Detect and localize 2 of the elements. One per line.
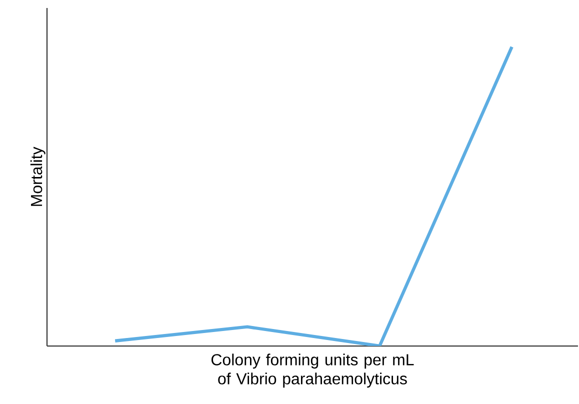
y-axis-title: Mortality [30, 146, 46, 206]
x-axis-title: Colony forming units per mL of Vibrio parahaemolyticus [212, 354, 414, 388]
